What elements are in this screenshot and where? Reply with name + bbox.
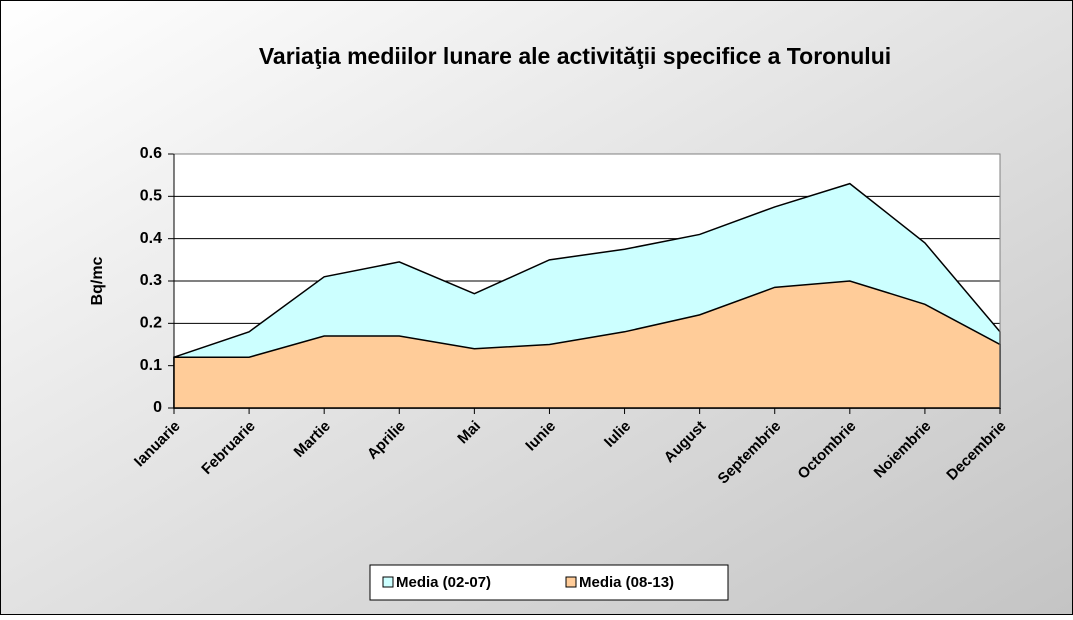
y-tick-label: 0.2 <box>140 315 162 332</box>
legend-label: Media (08-13) <box>579 574 674 591</box>
legend-swatch <box>382 576 394 588</box>
legend-swatch <box>565 576 577 588</box>
y-tick-label: 0.4 <box>140 230 162 247</box>
chart-title: Variaţia mediilor lunare ale activităţii… <box>259 43 891 69</box>
legend <box>369 564 729 601</box>
y-tick-label: 0.6 <box>140 145 162 162</box>
y-tick-label: 0.1 <box>140 357 162 374</box>
y-axis-label: Bq/mc <box>89 256 106 305</box>
y-tick-label: 0.5 <box>140 188 162 205</box>
y-tick-label: 0.3 <box>140 272 162 289</box>
legend-label: Media (02-07) <box>396 574 491 591</box>
y-tick-label: 0 <box>153 399 162 416</box>
